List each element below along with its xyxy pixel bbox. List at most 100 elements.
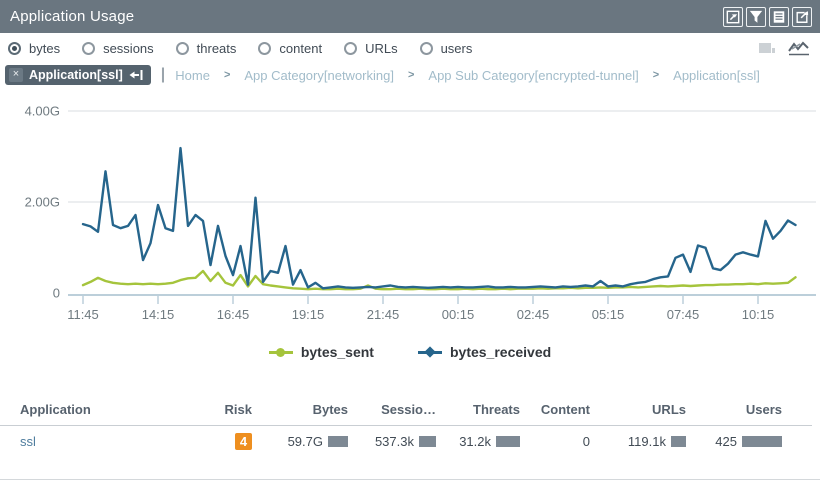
svg-text:07:45: 07:45 [667, 307, 700, 322]
radio-bytes[interactable]: bytes [8, 41, 60, 56]
radio-sessions[interactable]: sessions [82, 41, 154, 56]
breadcrumb-separator: > [407, 69, 415, 81]
radio-label-urls: URLs [365, 40, 398, 56]
cell-bytes: 59.7G [256, 434, 352, 449]
arrow-back-icon[interactable] [129, 69, 144, 81]
urls-bar [671, 435, 686, 447]
col-header-users[interactable]: Users [745, 401, 782, 417]
maximize-icon [726, 10, 740, 23]
radio-urls[interactable]: URLs [344, 41, 398, 56]
metric-radio-group: bytes sessions threats content URLs user… [8, 41, 472, 56]
cell-users: 425 [690, 434, 786, 449]
breadcrumb-divider: | [160, 66, 166, 83]
table-header-divider [0, 425, 812, 426]
col-header-urls[interactable]: URLs [652, 401, 686, 417]
table-row: ssl 4 59.7G 537.3k 31.2k 0 119.1k [0, 426, 812, 456]
chart-axis: 11:45 14:15 16:45 19:15 21:45 00:15 02:45 05:15… [67, 294, 816, 322]
breadcrumb-row: × Application[ssl] | Home > App Category… [0, 61, 820, 89]
legend-item-bytes-received[interactable]: bytes_received [417, 344, 551, 360]
cell-content: 0 [524, 434, 594, 449]
table-view-button[interactable] [758, 41, 776, 55]
chart-grid: 0 2.00G 4.00G [25, 104, 816, 301]
users-value: 425 [715, 433, 737, 449]
view-toggles [758, 41, 810, 56]
breadcrumb-separator: > [223, 69, 231, 81]
table-header-row: Application Risk Bytes Sessio… Threats C… [0, 397, 812, 421]
col-header-application[interactable]: Application [20, 401, 91, 417]
col-header-bytes[interactable]: Bytes [312, 401, 348, 417]
bytes-value: 59.7G [287, 433, 323, 449]
svg-text:02:45: 02:45 [517, 307, 550, 322]
application-table: Application Risk Bytes Sessio… Threats C… [0, 397, 820, 456]
content-value: 0 [582, 433, 590, 449]
bytes-received-marker-icon [417, 346, 442, 358]
tag-close-icon[interactable]: × [9, 68, 23, 82]
svg-text:2.00G: 2.00G [25, 195, 60, 210]
breadcrumb-home[interactable]: Home [175, 67, 210, 83]
filter-tag-application-ssl[interactable]: × Application[ssl] [5, 65, 151, 85]
bytes-sent-marker-icon [268, 347, 293, 357]
cell-sessions: 537.3k [352, 434, 440, 449]
threats-bar [496, 435, 520, 447]
radio-dot-threats[interactable] [175, 41, 189, 55]
maximize-button[interactable] [723, 6, 743, 27]
radio-dot-bytes[interactable] [8, 41, 21, 55]
chart-legend: bytes_sent bytes_received [0, 339, 820, 365]
risk-badge: 4 [235, 432, 252, 450]
svg-text:21:45: 21:45 [367, 307, 400, 322]
filter-icon [749, 10, 763, 23]
radio-dot-content[interactable] [258, 41, 272, 55]
col-header-threats[interactable]: Threats [473, 401, 520, 417]
breadcrumb-application[interactable]: Application[ssl] [673, 67, 760, 83]
cell-urls: 119.1k [594, 434, 690, 449]
col-header-sessions[interactable]: Sessio… [381, 401, 436, 417]
application-link-ssl[interactable]: ssl [20, 433, 36, 449]
svg-text:10:15: 10:15 [742, 307, 775, 322]
table-view-icon [759, 43, 775, 53]
export-icon [796, 10, 809, 23]
chart-series [81, 146, 797, 291]
legend-item-bytes-sent[interactable]: bytes_sent [268, 344, 374, 360]
radio-label-content: content [279, 40, 323, 56]
breadcrumb-separator: > [652, 69, 660, 81]
radio-dot-sessions[interactable] [82, 41, 96, 55]
breadcrumb-app-sub-category[interactable]: App Sub Category[encrypted-tunnel] [428, 67, 639, 83]
urls-value: 119.1k [627, 433, 666, 449]
chart-area: 0 2.00G 4.00G 11:45 14:15 16:45 19:15 21:45 00:… [0, 89, 820, 327]
metric-selector-row: bytes sessions threats content URLs user… [0, 33, 820, 61]
radio-content[interactable]: content [258, 41, 322, 56]
titlebar: Application Usage [0, 0, 820, 33]
radio-threats[interactable]: threats [175, 41, 236, 56]
radio-users[interactable]: users [419, 40, 473, 56]
chart-view-button[interactable] [788, 41, 810, 56]
legend-label-bytes-sent: bytes_sent [300, 344, 374, 360]
users-bar [742, 435, 782, 447]
radio-dot-urls[interactable] [344, 41, 358, 55]
page-title: Application Usage [10, 8, 135, 25]
list-button[interactable] [769, 6, 789, 27]
svg-text:0: 0 [53, 286, 60, 301]
filter-tag-label: Application[ssl] [29, 68, 123, 82]
svg-text:00:15: 00:15 [442, 307, 475, 322]
svg-text:11:45: 11:45 [67, 307, 99, 322]
radio-label-sessions: sessions [103, 40, 154, 56]
breadcrumb-app-category[interactable]: App Category[networking] [244, 67, 394, 83]
bytes-bar [328, 435, 348, 447]
sessions-bar [419, 435, 436, 447]
svg-text:19:15: 19:15 [292, 307, 325, 322]
radio-label-users: users [440, 40, 473, 56]
col-header-risk[interactable]: Risk [224, 401, 252, 417]
usage-chart[interactable]: 0 2.00G 4.00G 11:45 14:15 16:45 19:15 21:45 00:… [0, 89, 820, 327]
svg-text:05:15: 05:15 [592, 307, 625, 322]
col-header-content[interactable]: Content [540, 401, 590, 417]
filter-button[interactable] [746, 6, 766, 27]
export-button[interactable] [792, 6, 812, 27]
radio-dot-users[interactable] [419, 41, 433, 55]
sessions-value: 537.3k [374, 433, 414, 449]
radio-label-bytes: bytes [29, 40, 61, 56]
svg-text:4.00G: 4.00G [25, 104, 60, 119]
titlebar-icons [723, 6, 812, 27]
cell-threats: 31.2k [440, 434, 524, 449]
svg-text:16:45: 16:45 [217, 307, 250, 322]
